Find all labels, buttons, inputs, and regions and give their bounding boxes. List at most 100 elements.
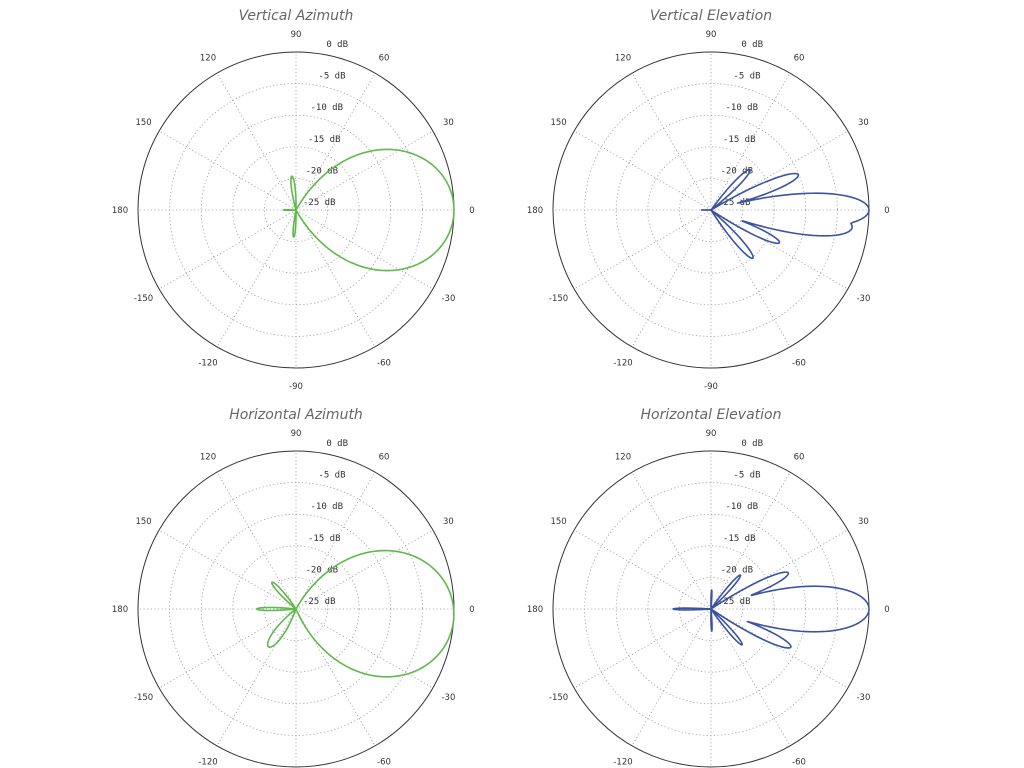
- db-ring-label: -5 dB: [733, 471, 760, 481]
- angle-tick-label: -60: [792, 757, 806, 767]
- db-ring-label: -10 dB: [725, 502, 758, 512]
- polar-chart-2: Vertical Elevation 0 30 60 90 120 150 180 -150 -1…: [527, 8, 890, 392]
- angle-tick-label: 30: [443, 118, 454, 128]
- grid-spoke: [216, 471, 297, 610]
- db-ring-label: -10 dB: [310, 103, 343, 113]
- chart-title: Horizontal Azimuth: [229, 407, 363, 423]
- angle-tick-label: 0: [469, 605, 474, 615]
- angle-tick-label: 60: [794, 54, 805, 64]
- db-ring-label: 0 dB: [326, 40, 348, 50]
- db-ring-label: -10 dB: [725, 103, 758, 113]
- angle-tick-label: 150: [550, 118, 566, 128]
- angle-tick-label: 150: [135, 517, 151, 527]
- angle-tick-label: 90: [706, 429, 717, 439]
- grid-ring: [263, 577, 328, 642]
- db-ring-label: -25 dB: [718, 198, 751, 208]
- db-ring-label: -15 dB: [308, 135, 341, 145]
- db-ring-label: -5 dB: [318, 72, 345, 82]
- angle-tick-label: 180: [112, 605, 128, 615]
- angle-tick-label: 30: [858, 118, 869, 128]
- db-ring-label: 0 dB: [326, 439, 348, 449]
- grid-spoke: [216, 72, 297, 211]
- grid-spoke: [216, 608, 297, 747]
- grid-ring: [647, 545, 775, 673]
- angle-tick-label: 90: [291, 30, 302, 40]
- angle-tick-label: -90: [289, 382, 303, 392]
- angle-tick-label: 90: [706, 30, 717, 40]
- db-ring-label: -25 dB: [303, 597, 336, 607]
- grid-spoke: [158, 608, 297, 689]
- chart-title: Vertical Azimuth: [239, 8, 354, 24]
- polar-chart-1: Vertical Azimuth 0 30 60 90 120 150 180 -150 -120…: [112, 8, 475, 392]
- angle-tick-label: -150: [134, 693, 153, 703]
- grid-spoke: [295, 209, 376, 348]
- angle-tick-label: -90: [704, 382, 718, 392]
- db-ring-label: -15 dB: [308, 534, 341, 544]
- grid-spoke: [710, 608, 849, 689]
- grid-spoke: [295, 130, 434, 211]
- grid-spoke: [710, 471, 791, 610]
- grid-ring: [679, 577, 744, 642]
- radiation-pattern-trace: [700, 168, 870, 260]
- grid-spoke: [710, 209, 849, 290]
- grid-spoke: [295, 471, 376, 610]
- grid-ring: [615, 513, 807, 705]
- angle-tick-label: 60: [379, 453, 390, 463]
- db-ring-label: -15 dB: [723, 534, 756, 544]
- grid-spoke: [295, 209, 434, 290]
- angle-tick-label: 0: [884, 206, 889, 216]
- polar-chart-4: Horizontal Elevation 0 30 60 90 120 150 180 -150…: [527, 407, 890, 768]
- angle-tick-label: -30: [441, 693, 455, 703]
- chart-title: Horizontal Elevation: [641, 407, 782, 423]
- angle-tick-label: 120: [200, 453, 216, 463]
- db-ring-label: -20 dB: [305, 565, 338, 575]
- db-ring-label: 0 dB: [741, 439, 763, 449]
- db-ring-label: -20 dB: [720, 166, 753, 176]
- grid-spoke: [631, 209, 712, 348]
- angle-tick-label: 150: [135, 118, 151, 128]
- grid-ring: [263, 177, 328, 242]
- radiation-pattern-trace: [256, 549, 455, 678]
- grid-spoke: [631, 72, 712, 211]
- angle-tick-label: -60: [377, 757, 391, 767]
- grid-ring: [232, 146, 360, 274]
- angle-tick-label: -60: [377, 358, 391, 368]
- db-ring-label: -25 dB: [303, 198, 336, 208]
- angle-tick-label: -120: [613, 358, 632, 368]
- db-ring-label: -20 dB: [305, 166, 338, 176]
- angle-tick-label: 60: [379, 54, 390, 64]
- angle-tick-label: 180: [527, 605, 543, 615]
- angle-tick-label: -60: [792, 358, 806, 368]
- grid-spoke: [631, 471, 712, 610]
- grid-spoke: [158, 130, 297, 211]
- grid-spoke: [295, 608, 434, 689]
- grid-spoke: [710, 529, 849, 610]
- angle-tick-label: 60: [794, 453, 805, 463]
- angle-tick-label: 180: [527, 206, 543, 216]
- grid-spoke: [710, 72, 791, 211]
- angle-tick-label: 30: [858, 517, 869, 527]
- angle-tick-label: 120: [200, 54, 216, 64]
- grid-spoke: [158, 209, 297, 290]
- angle-tick-label: -120: [198, 358, 217, 368]
- angle-tick-label: -120: [198, 757, 217, 767]
- angle-tick-label: -30: [856, 693, 870, 703]
- polar-chart-3: Horizontal Azimuth 0 30 60 90 120 150 180 -150 -1…: [112, 407, 475, 768]
- grid-spoke: [573, 529, 712, 610]
- angle-tick-label: -30: [856, 294, 870, 304]
- angle-tick-label: -150: [549, 294, 568, 304]
- grid-spoke: [631, 608, 712, 747]
- chart-title: Vertical Elevation: [650, 8, 772, 24]
- angle-tick-label: -150: [549, 693, 568, 703]
- db-ring-label: -20 dB: [720, 565, 753, 575]
- angle-tick-label: 180: [112, 206, 128, 216]
- angle-tick-label: -120: [613, 757, 632, 767]
- angle-tick-label: -150: [134, 294, 153, 304]
- angle-tick-label: 30: [443, 517, 454, 527]
- angle-tick-label: 90: [291, 429, 302, 439]
- grid-ring: [232, 545, 360, 673]
- grid-spoke: [573, 209, 712, 290]
- grid-spoke: [158, 529, 297, 610]
- db-ring-label: -25 dB: [718, 597, 751, 607]
- angle-tick-label: 0: [884, 605, 889, 615]
